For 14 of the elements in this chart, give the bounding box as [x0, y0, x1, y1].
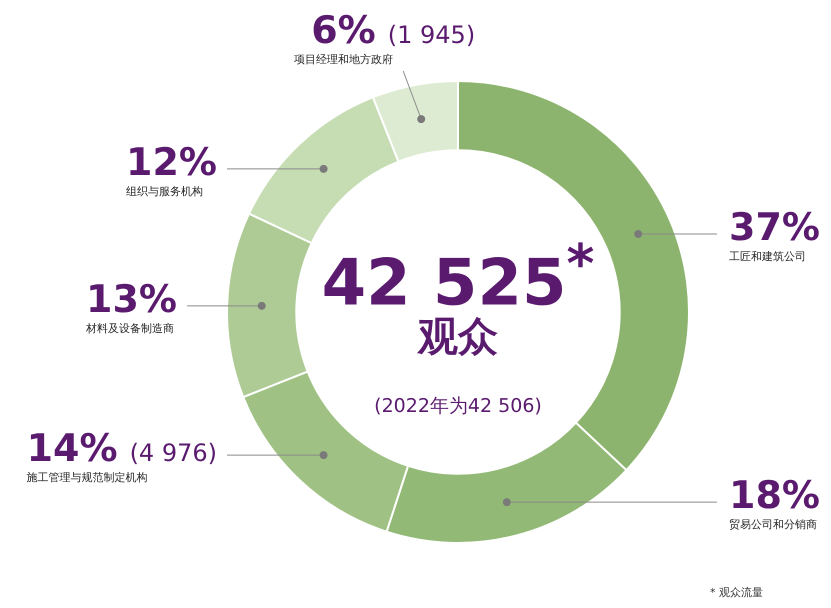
slice-label: 项目经理和地方政府: [294, 53, 393, 66]
data-label: 12%: [126, 140, 218, 184]
data-label: 18%: [729, 473, 820, 518]
slice-label: 材料及设备制造商: [85, 322, 174, 335]
data-label: 6% (1 945): [311, 8, 476, 52]
slice-label: 施工管理与规范制定机构: [26, 471, 148, 484]
data-label: 37%: [729, 205, 820, 250]
data-label: 13%: [86, 276, 178, 321]
text: * 观众流量: [710, 585, 763, 600]
text: (2022年为42 506): [373, 395, 543, 417]
slice-label: 贸易公司和分销商: [729, 518, 817, 532]
slice-label: 组织与服务机构: [126, 184, 204, 198]
slice-label: 工匠和建筑公司: [729, 250, 806, 264]
data-label: 14% (4 976): [26, 426, 218, 470]
